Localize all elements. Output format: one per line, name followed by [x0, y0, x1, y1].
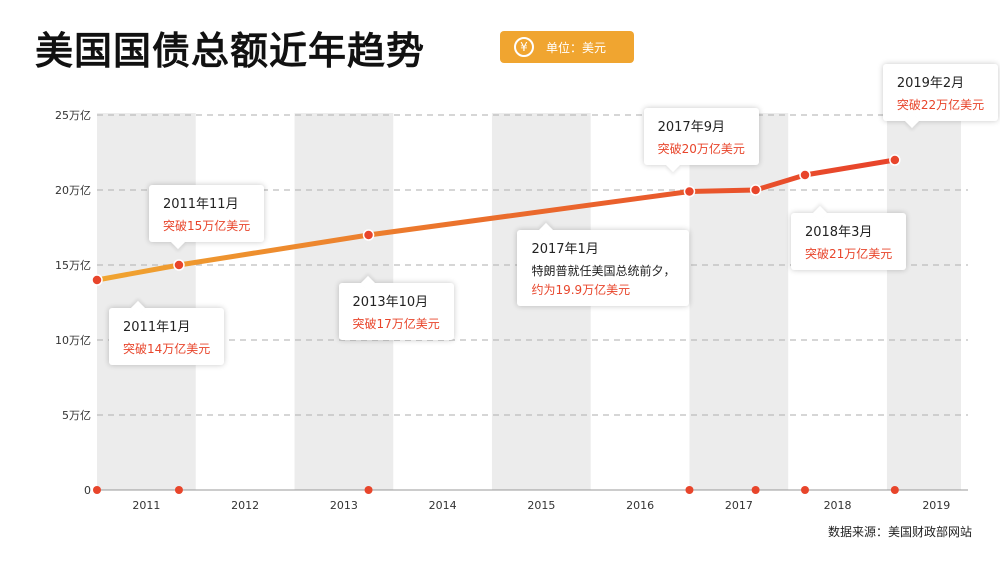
- unit-label: 单位：美元: [546, 40, 607, 55]
- x-tick-label: 2012: [231, 499, 259, 512]
- callout: 2017年9月突破20万亿美元: [643, 108, 759, 165]
- y-tick-label: 25万亿: [55, 109, 91, 122]
- callout-text: 突破17万亿美元: [352, 317, 440, 331]
- callout-date: 2017年1月: [531, 241, 599, 257]
- y-tick-label: 15万亿: [55, 259, 91, 272]
- callout-text: 突破20万亿美元: [657, 142, 745, 156]
- axis-event-marker: [685, 486, 694, 494]
- data-point: [749, 184, 762, 196]
- yuan-coin-icon: ¥: [514, 37, 534, 57]
- callout-text: 突破21万亿美元: [804, 247, 893, 261]
- axis-event-marker: [890, 486, 899, 494]
- axis-event-marker: [93, 486, 101, 494]
- axis-event-marker: [800, 486, 809, 494]
- y-tick-label: 0: [84, 484, 91, 497]
- x-tick-label: 2011: [132, 499, 160, 512]
- data-source: 数据来源：美国财政部网站: [827, 525, 972, 539]
- callout-text: 突破14万亿美元: [123, 342, 211, 356]
- callout-text: 突破15万亿美元: [162, 219, 251, 233]
- callout-text: 突破22万亿美元: [896, 98, 985, 112]
- callout: 2019年2月突破22万亿美元: [882, 64, 999, 121]
- callout: 2017年1月特朗普就任美国总统前夕， 约为19.9万亿美元: [517, 229, 690, 306]
- x-tick-label: 2017: [725, 499, 753, 512]
- x-tick-label: 2019: [922, 499, 950, 512]
- data-point: [683, 185, 696, 198]
- data-point: [362, 229, 375, 241]
- x-tick-label: 2018: [824, 499, 852, 512]
- x-tick-label: 2014: [429, 499, 457, 512]
- y-tick-label: 5万亿: [62, 409, 91, 422]
- x-axis-labels: 2011 2012 2013 2014 2015 2016 2017 2018 2019: [132, 499, 950, 512]
- callout-date: 2019年2月: [896, 76, 965, 91]
- axis-markers: [93, 486, 899, 494]
- callout-text: 约为19.9万亿美元: [531, 282, 631, 297]
- series-line: [91, 154, 901, 286]
- axis-event-marker: [751, 486, 760, 494]
- year-band-2011: [97, 113, 196, 490]
- callout: 2013年10月 突破17万亿美元: [338, 283, 454, 340]
- y-tick-label: 10万亿: [55, 334, 91, 347]
- data-point: [799, 169, 811, 181]
- chart-title: 美国国债总额近年趋势: [35, 29, 426, 73]
- callout-text: 特朗普就任美国总统前夕，: [531, 263, 676, 278]
- callout-date: 2011年11月: [162, 197, 239, 212]
- unit-badge: ¥ 单位：美元: [500, 31, 634, 63]
- x-tick-label: 2015: [527, 499, 555, 512]
- callout-date: 2017年9月: [657, 120, 725, 135]
- callout-date: 2011年1月: [123, 320, 191, 335]
- callout-date: 2013年10月: [352, 295, 429, 310]
- data-point: [173, 259, 185, 271]
- y-axis-labels: 0 5万亿 10万亿 15万亿 20万亿 25万亿: [55, 109, 91, 497]
- callout: 2011年11月 突破15万亿美元: [148, 185, 265, 242]
- callout-date: 2018年3月: [804, 225, 873, 240]
- y-tick-label: 20万亿: [55, 184, 91, 197]
- axis-event-marker: [174, 486, 183, 494]
- year-band-2019: [886, 113, 961, 490]
- x-tick-label: 2016: [626, 499, 654, 512]
- callout: 2011年1月突破14万亿美元: [109, 308, 225, 365]
- year-band-2017: [689, 113, 789, 490]
- axis-event-marker: [364, 486, 373, 494]
- data-point: [91, 274, 103, 286]
- callout: 2018年3月突破21万亿美元: [790, 213, 907, 270]
- x-tick-label: 2013: [330, 499, 358, 512]
- data-point: [889, 154, 901, 166]
